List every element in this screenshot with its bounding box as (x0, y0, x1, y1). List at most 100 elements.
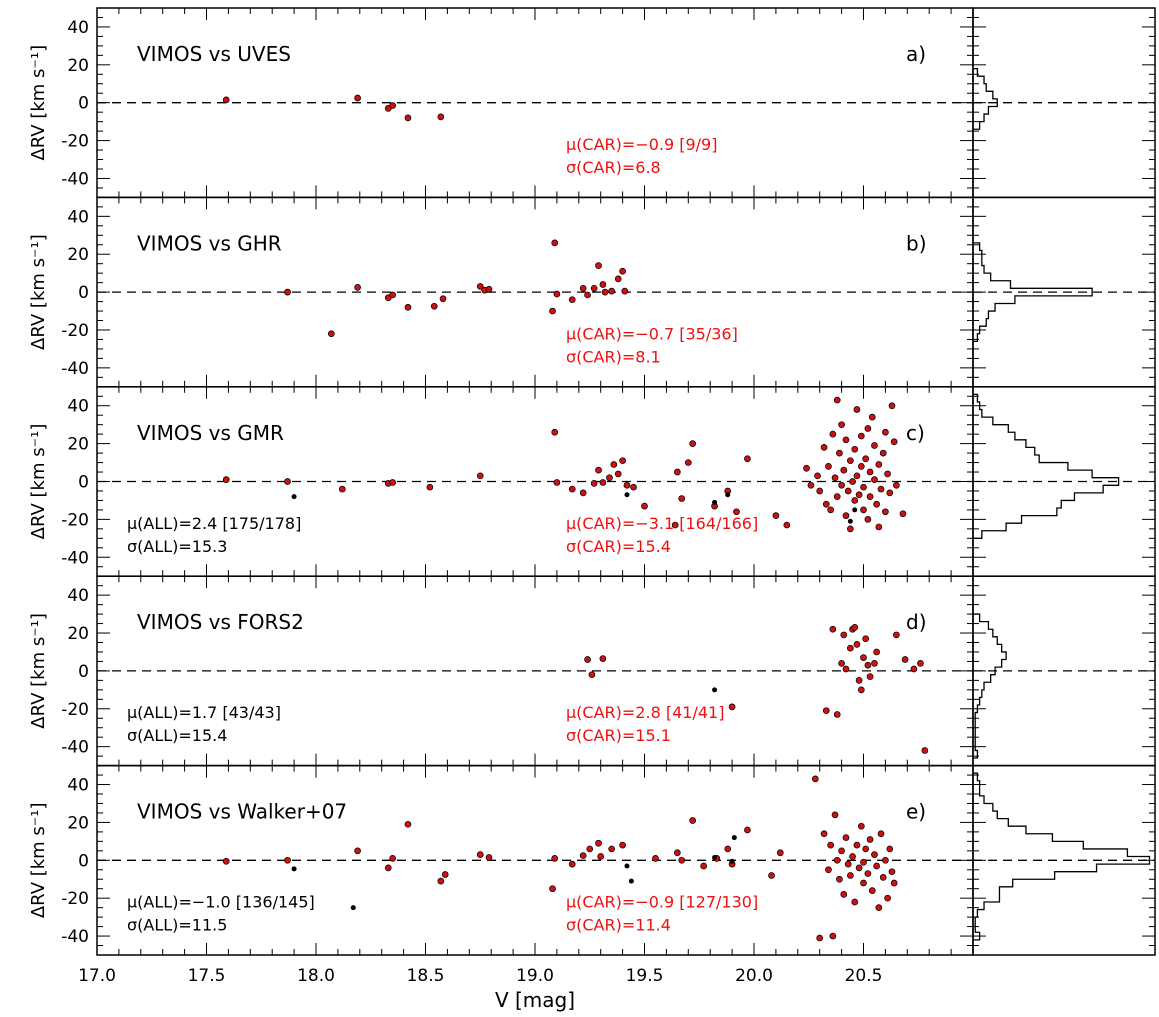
data-point-car (551, 855, 559, 862)
data-point-car (549, 885, 556, 893)
data-point-car (884, 894, 891, 902)
data-point-car (816, 934, 824, 942)
data-point-car (744, 826, 751, 834)
data-point-car (884, 470, 891, 478)
data-point-car (768, 872, 775, 879)
data-point-car (772, 512, 780, 519)
data-point-car (814, 472, 821, 480)
data-point-car (860, 654, 867, 661)
y-tick-label: 0 (78, 662, 89, 682)
data-point-car (864, 425, 872, 432)
data-point-car (327, 330, 335, 338)
stat-all: σ(ALL)=11.5 (127, 916, 227, 935)
data-point-car (822, 500, 830, 508)
y-tick-label: -20 (61, 889, 89, 909)
data-point-car (222, 96, 230, 104)
panel-letter: b) (906, 231, 927, 255)
x-tick-label: 18.5 (407, 966, 445, 986)
data-point-car (879, 873, 887, 881)
data-point-all (291, 494, 297, 500)
data-point-car (825, 866, 832, 874)
y-axis-label: ΔRV [km s⁻¹] (28, 613, 49, 729)
data-point-car (871, 476, 878, 483)
data-point-car (871, 442, 878, 449)
data-point-all (624, 492, 630, 498)
data-point-car (553, 479, 561, 486)
data-point-car (857, 822, 865, 830)
panel-e: 40 20 0 -20 -40 VIMOS vs Walker+07 e) μ(CAR)=−0… (28, 764, 1156, 956)
data-point-car (833, 396, 841, 404)
data-point-car (689, 440, 697, 447)
data-point-car (822, 707, 830, 715)
data-point-car (551, 428, 559, 436)
data-point-car (284, 478, 291, 485)
data-point-car (847, 457, 854, 465)
panel-letter: d) (906, 610, 927, 634)
data-point-car (430, 302, 438, 310)
data-point-car (847, 872, 854, 879)
data-point-all (712, 499, 718, 505)
panel-title: VIMOS vs UVES (137, 42, 291, 66)
y-axis-label: ΔRV [km s⁻¹] (28, 802, 49, 918)
data-point-car (860, 483, 867, 491)
data-point-car (851, 445, 859, 453)
data-point-car (853, 472, 861, 480)
data-point-car (733, 508, 740, 516)
data-point-car (724, 845, 732, 853)
stat-car: μ(CAR)=−3.1 [164/166] (566, 514, 758, 533)
data-point-all (291, 866, 297, 872)
data-point-car (595, 466, 602, 474)
data-point-car (673, 468, 681, 476)
stat-car: σ(CAR)=8.1 (566, 347, 661, 366)
panel-c: 40 20 0 -20 -40 VIMOS vs GMR c) μ(CAR)=−3.1 [16… (28, 386, 1156, 577)
panel-a: 40 20 0 -20 -40 VIMOS vs UVES a) μ(CAR)=−0.9 [9… (28, 7, 1156, 199)
data-point-car (652, 855, 659, 862)
data-point-car (862, 455, 870, 463)
data-point-car (847, 525, 854, 533)
data-point-car (831, 811, 839, 819)
data-point-car (864, 516, 872, 523)
data-point-car (599, 281, 607, 288)
data-point-car (599, 479, 607, 486)
data-point-car (879, 449, 887, 457)
data-point-car (614, 470, 622, 478)
data-point-car (630, 483, 637, 491)
data-point-car (842, 436, 850, 444)
data-point-car (844, 487, 852, 495)
x-axis-label: V [mag] (495, 988, 575, 1012)
stat-car: μ(CAR)=2.8 [41/41] (566, 703, 724, 722)
data-point-all (852, 507, 858, 513)
data-point-car (621, 287, 629, 295)
data-point-car (389, 479, 396, 486)
data-point-car (873, 862, 880, 870)
data-point-car (610, 461, 618, 468)
data-point-car (803, 464, 810, 472)
data-point-car (820, 830, 828, 838)
data-point-car (354, 847, 361, 855)
data-point-car (855, 864, 863, 872)
stat-car: μ(CAR)=−0.9 [9/9] (566, 135, 717, 154)
data-point-car (389, 291, 396, 299)
y-tick-label: 20 (67, 245, 89, 265)
data-point-car (623, 481, 631, 489)
data-point-car (476, 283, 484, 290)
y-tick-label: 40 (67, 776, 89, 796)
panel-letter: e) (906, 800, 926, 824)
data-point-car (579, 489, 587, 497)
data-point-car (689, 817, 697, 824)
data-point-car (678, 856, 686, 864)
data-point-car (641, 502, 648, 510)
data-point-car (608, 845, 616, 853)
stat-car: σ(CAR)=6.8 (566, 158, 661, 177)
y-tick-label: 0 (78, 283, 89, 303)
data-point-car (584, 656, 591, 663)
data-point-car (873, 500, 880, 508)
stat-all: μ(ALL)=−1.0 [136/145] (127, 893, 315, 912)
data-point-car (853, 641, 861, 648)
panel-title: VIMOS vs GHR (137, 231, 282, 255)
data-point-car (476, 851, 484, 858)
data-point-car (807, 481, 815, 489)
histogram-outline (973, 393, 1120, 539)
data-point-car (855, 491, 863, 499)
panel-letter: c) (906, 421, 925, 445)
